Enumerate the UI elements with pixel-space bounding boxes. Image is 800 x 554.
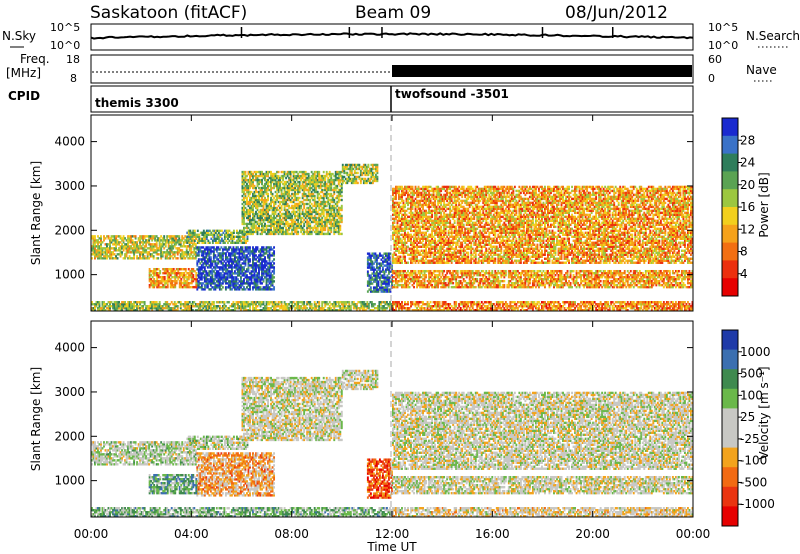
power-cell xyxy=(185,268,187,270)
power-cell xyxy=(192,274,194,276)
power-cell xyxy=(273,266,275,268)
power-cell xyxy=(267,193,269,195)
power-cell xyxy=(341,233,343,235)
power-cell xyxy=(297,231,299,233)
power-cell xyxy=(278,171,280,173)
power-cell xyxy=(273,246,275,248)
power-cell xyxy=(135,235,137,237)
nave-label: Nave xyxy=(746,63,777,77)
freq-tick-top: 18 xyxy=(66,53,80,66)
power-cell xyxy=(357,172,359,174)
power-cell xyxy=(247,236,249,238)
power-cell xyxy=(178,235,180,237)
power-cell xyxy=(412,186,414,188)
power-cell xyxy=(191,240,193,242)
power-cell xyxy=(449,220,451,222)
power-panel: 1000200030004000 Slant Range [km] 282420… xyxy=(29,115,771,311)
power-cell xyxy=(257,246,259,248)
power-cell xyxy=(339,225,341,227)
power-cell xyxy=(222,286,224,288)
program-label-2: twofsound -3501 xyxy=(395,87,509,101)
noise-tick-bottom-right: 10^0 xyxy=(708,39,738,52)
power-cell xyxy=(163,235,165,237)
nave-tick-bottom: 0 xyxy=(708,72,715,85)
power-cell xyxy=(272,193,274,195)
power-cell xyxy=(194,230,196,232)
power-cell xyxy=(94,235,96,237)
power-cell xyxy=(341,199,343,201)
noise-panel: N.Sky 10^5 10^0 10^5 10^0 N.Search xyxy=(2,21,800,52)
power-cell xyxy=(400,256,402,258)
power-cell xyxy=(308,173,310,175)
power-cell xyxy=(273,250,275,252)
power-cell xyxy=(117,257,119,259)
power-cell xyxy=(376,176,378,178)
power-cell xyxy=(318,171,320,173)
power-cell xyxy=(249,246,251,248)
power-cell xyxy=(367,270,369,272)
power-cell xyxy=(159,270,161,272)
power-cell xyxy=(233,230,235,232)
power-cell xyxy=(245,171,247,173)
power-cell xyxy=(153,255,155,257)
date-title: 08/Jun/2012 xyxy=(565,3,668,23)
nsky-label: N.Sky xyxy=(2,29,36,43)
power-cell xyxy=(403,200,405,202)
power-cell xyxy=(341,215,343,217)
power-cell xyxy=(264,256,266,258)
power-cell xyxy=(370,286,372,288)
power-cell xyxy=(273,262,275,264)
power-cell xyxy=(273,286,275,288)
station-title: Saskatoon (fitACF) xyxy=(90,3,247,23)
freq-label: Freq. xyxy=(20,52,50,66)
cpid-label: CPID xyxy=(8,89,40,103)
power-cell xyxy=(341,205,343,207)
beam-title: Beam 09 xyxy=(355,3,431,23)
power-cell xyxy=(273,258,275,260)
freq-panel: Freq. [MHz] 18 8 60 0 Nave xyxy=(6,52,777,85)
power-cell xyxy=(157,257,159,259)
nave-tick-top: 60 xyxy=(708,53,722,66)
power-cell xyxy=(100,235,102,237)
freq-tick-bottom: 8 xyxy=(70,72,77,85)
noise-spikes xyxy=(242,27,613,38)
noise-tick-top-right: 10^5 xyxy=(708,21,738,34)
power-cell xyxy=(323,171,325,173)
cpid-panel: CPID themis 3300 twofsound -3501 xyxy=(8,86,693,112)
program-label-1: themis 3300 xyxy=(95,96,179,110)
nave-block xyxy=(392,65,692,77)
power-cell xyxy=(273,276,275,278)
power-cell xyxy=(195,272,197,274)
power-cell xyxy=(314,195,316,197)
power-cell xyxy=(434,238,436,240)
power-cell xyxy=(195,243,197,245)
power-cell xyxy=(389,252,391,254)
power-cell xyxy=(249,258,251,260)
power-cell xyxy=(299,197,301,199)
power-cell xyxy=(376,164,378,166)
power-cell xyxy=(209,242,211,244)
noise-tick-bottom-left: 10^0 xyxy=(50,39,80,52)
power-cell xyxy=(164,276,166,278)
power-cell xyxy=(273,280,275,282)
freq-unit-label: [MHz] xyxy=(6,66,41,80)
power-cell xyxy=(242,246,244,248)
power-cell xyxy=(367,164,369,166)
power-cell xyxy=(197,230,199,232)
nsearch-label: N.Search xyxy=(746,29,800,43)
power-cell xyxy=(341,195,343,197)
power-heatmap-cells xyxy=(91,164,695,312)
power-cell xyxy=(407,262,409,264)
power-cell xyxy=(210,256,212,258)
power-cell xyxy=(357,182,359,184)
noise-tick-top-left: 10^5 xyxy=(50,21,80,34)
power-cell xyxy=(177,257,179,259)
noise-trace xyxy=(91,33,693,38)
power-cell xyxy=(404,256,406,258)
